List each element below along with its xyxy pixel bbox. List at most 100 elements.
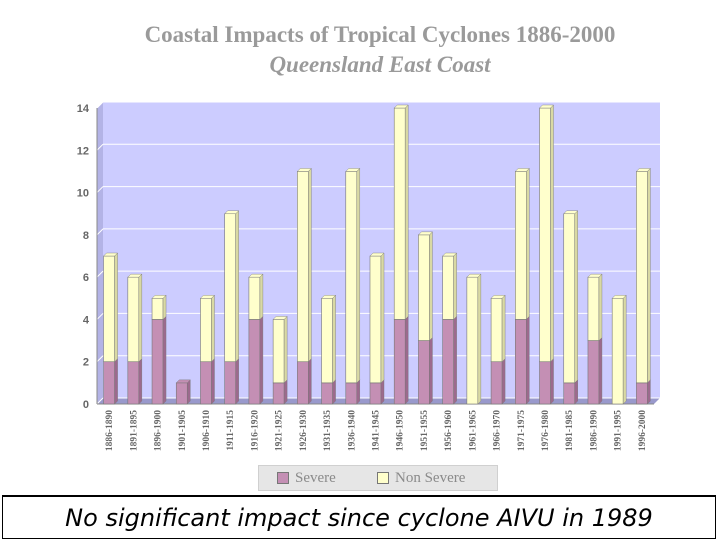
bar-non-severe-side — [283, 315, 288, 384]
bar-non-severe — [369, 255, 382, 384]
bar-non-severe-top — [369, 252, 385, 257]
bar-non-severe — [272, 319, 285, 384]
bar-severe — [321, 382, 333, 405]
plot-side-wall — [97, 102, 103, 404]
x-tick-label: 1911-1915 — [226, 410, 236, 451]
bar-severe-side — [332, 379, 336, 405]
bar-severe — [224, 361, 236, 405]
x-tick-label: 1916-1920 — [250, 410, 260, 451]
bar-non-severe-side — [332, 294, 336, 384]
bar-non-severe-side — [356, 167, 360, 384]
bar-severe — [200, 361, 212, 405]
bar-non-severe-top — [151, 295, 167, 299]
bar-severe — [587, 340, 600, 405]
bar-severe — [151, 319, 164, 405]
bar-non-severe — [321, 297, 333, 384]
grid-line-side — [96, 397, 104, 405]
bar-non-severe-top — [611, 295, 627, 299]
bar-non-severe-top — [272, 316, 288, 320]
x-tick-label: 1956-1960 — [444, 410, 454, 451]
bar-severe-side — [308, 358, 312, 405]
bar-non-severe — [103, 255, 115, 363]
y-tick-label: 0 — [83, 399, 89, 411]
bar-severe — [272, 382, 285, 405]
bar-non-severe-top — [635, 168, 651, 172]
bar-non-severe — [151, 297, 164, 320]
x-tick-label: 1981-1985 — [565, 410, 575, 451]
bar-non-severe-top — [539, 104, 555, 109]
bar-non-severe-side — [501, 294, 506, 363]
x-tick-label: 1976-1980 — [541, 410, 551, 451]
bar-non-severe — [418, 234, 430, 341]
bar-non-severe-top — [127, 273, 143, 278]
bar-non-severe — [224, 213, 236, 363]
bar-severe — [539, 361, 551, 405]
bar-severe-side — [283, 379, 288, 405]
bar-non-severe-top — [199, 295, 215, 299]
y-tick-label: 2 — [83, 357, 89, 369]
bar-non-severe-top — [224, 210, 240, 214]
x-tick-label: 1946-1950 — [396, 410, 406, 451]
bar-non-severe-side — [429, 231, 433, 342]
bar-severe-side — [162, 315, 167, 405]
bar-non-severe-side — [308, 167, 312, 363]
chart-subtitle: Queensland East Coast — [269, 52, 491, 77]
bar-severe-side — [114, 358, 118, 405]
bar-non-severe — [515, 171, 527, 320]
bar-non-severe-side — [453, 252, 457, 320]
bar-severe-side — [380, 379, 385, 405]
bar-severe-side — [211, 358, 215, 405]
bar-non-severe — [539, 107, 551, 363]
slide-caption: No significant impact since cyclone AIVU… — [2, 495, 716, 539]
bar-non-severe-side — [259, 273, 264, 320]
bar-severe — [636, 382, 648, 405]
bar-severe-side — [526, 315, 530, 405]
bar-non-severe-top — [466, 273, 482, 278]
bar-non-severe-side — [138, 273, 143, 363]
bar-severe — [393, 319, 406, 405]
bar-severe-side — [187, 379, 191, 405]
legend-swatch-non-severe — [377, 472, 389, 484]
bar-non-severe — [490, 297, 503, 363]
x-tick-label: 1996-2000 — [638, 410, 648, 451]
x-tick-label: 1966-1970 — [493, 410, 503, 451]
bar-severe — [103, 361, 115, 405]
bar-severe — [369, 382, 382, 405]
bar-severe-side — [429, 337, 433, 405]
bar-non-severe — [200, 297, 212, 363]
grid-line-side — [96, 355, 104, 363]
bar-non-severe-top — [563, 210, 579, 214]
bar-non-severe-top — [393, 104, 409, 109]
x-tick-label: 1991-1995 — [614, 410, 624, 451]
x-tick-label: 1936-1940 — [347, 410, 357, 451]
grid-line-side — [96, 270, 104, 278]
grid-line-side — [96, 186, 104, 193]
bar-severe-side — [598, 337, 603, 405]
bar-non-severe-top — [345, 168, 361, 172]
bar-severe — [563, 382, 576, 405]
bar-non-severe-top — [442, 252, 458, 257]
bar-non-severe-side — [622, 294, 627, 405]
bar-non-severe — [442, 255, 454, 320]
bar-non-severe — [345, 171, 358, 384]
bar-non-severe — [393, 107, 406, 320]
bar-non-severe-side — [598, 273, 603, 342]
bar-non-severe — [611, 297, 624, 405]
bar-severe — [442, 319, 454, 405]
bar-non-severe-side — [211, 294, 215, 363]
grid-line-side — [96, 143, 104, 151]
bar-non-severe-side — [114, 252, 118, 363]
legend-label-severe: Severe — [295, 469, 336, 486]
y-tick-label: 8 — [83, 230, 89, 242]
grid-line-side — [96, 313, 104, 320]
bar-severe — [248, 319, 261, 405]
y-tick-label: 12 — [77, 145, 89, 157]
bar-severe-side — [356, 379, 360, 405]
x-tick-label: 1971-1975 — [517, 410, 527, 451]
legend-swatch-severe — [277, 472, 289, 484]
legend-item-non-severe: Non Severe — [377, 469, 465, 487]
bar-severe-side — [138, 358, 143, 405]
x-tick-label: 1951-1955 — [420, 410, 430, 451]
chart-legend: Severe Non Severe — [258, 465, 498, 491]
bar-severe-top — [175, 379, 191, 384]
